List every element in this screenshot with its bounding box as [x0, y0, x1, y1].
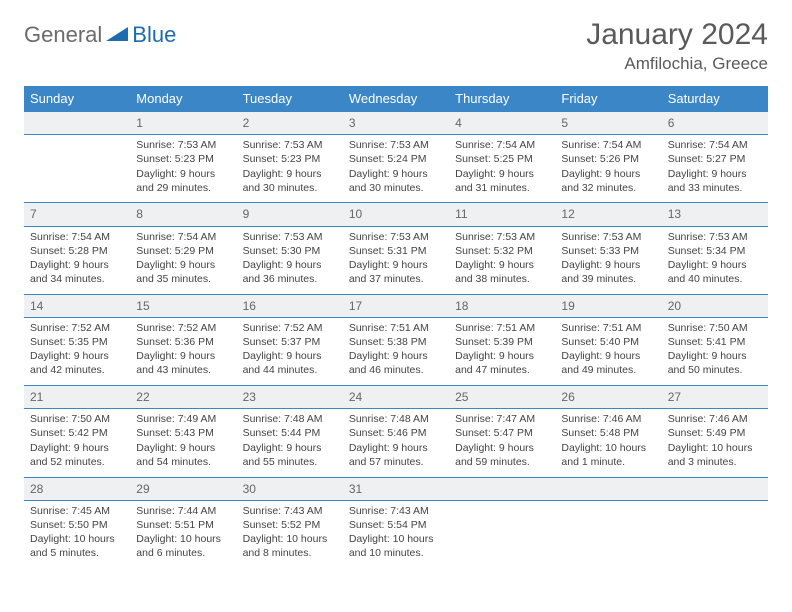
day-detail: Sunrise: 7:53 AM Sunset: 5:23 PM Dayligh…: [237, 135, 343, 201]
day-number: 1: [130, 112, 236, 135]
day-number: 9: [237, 203, 343, 226]
day-number: 30: [237, 477, 343, 500]
day-number: 5: [555, 112, 661, 135]
day-detail: Sunrise: 7:46 AM Sunset: 5:49 PM Dayligh…: [662, 409, 768, 475]
logo: General Blue: [24, 22, 176, 48]
weekday-header: Thursday: [449, 86, 555, 112]
day-number: 4: [449, 112, 555, 135]
title-block: January 2024 Amfilochia, Greece: [586, 18, 768, 74]
day-detail: Sunrise: 7:53 AM Sunset: 5:31 PM Dayligh…: [343, 226, 449, 292]
header: General Blue January 2024 Amfilochia, Gr…: [24, 18, 768, 74]
logo-triangle-icon: [106, 25, 128, 46]
day-number: 31: [343, 477, 449, 500]
logo-text-blue: Blue: [132, 22, 176, 48]
location: Amfilochia, Greece: [586, 54, 768, 74]
day-number: 2: [237, 112, 343, 135]
day-number: 17: [343, 294, 449, 317]
weekday-header: Friday: [555, 86, 661, 112]
day-detail: Sunrise: 7:50 AM Sunset: 5:42 PM Dayligh…: [24, 409, 130, 475]
day-detail: Sunrise: 7:46 AM Sunset: 5:48 PM Dayligh…: [555, 409, 661, 475]
day-detail: Sunrise: 7:48 AM Sunset: 5:44 PM Dayligh…: [237, 409, 343, 475]
day-number-row: 14151617181920: [24, 294, 768, 317]
day-number: [662, 477, 768, 500]
day-detail-row: Sunrise: 7:53 AM Sunset: 5:23 PM Dayligh…: [24, 135, 768, 201]
calendar-table: SundayMondayTuesdayWednesdayThursdayFrid…: [24, 86, 768, 568]
day-number: 13: [662, 203, 768, 226]
day-number: [24, 112, 130, 135]
day-detail: Sunrise: 7:53 AM Sunset: 5:24 PM Dayligh…: [343, 135, 449, 201]
day-detail: Sunrise: 7:50 AM Sunset: 5:41 PM Dayligh…: [662, 317, 768, 383]
day-number: 23: [237, 386, 343, 409]
day-number: 24: [343, 386, 449, 409]
day-number: 6: [662, 112, 768, 135]
day-number: [555, 477, 661, 500]
day-detail: Sunrise: 7:53 AM Sunset: 5:32 PM Dayligh…: [449, 226, 555, 292]
day-detail: Sunrise: 7:51 AM Sunset: 5:38 PM Dayligh…: [343, 317, 449, 383]
day-detail: Sunrise: 7:45 AM Sunset: 5:50 PM Dayligh…: [24, 500, 130, 566]
day-number: 14: [24, 294, 130, 317]
day-detail: Sunrise: 7:43 AM Sunset: 5:54 PM Dayligh…: [343, 500, 449, 566]
day-detail-row: Sunrise: 7:45 AM Sunset: 5:50 PM Dayligh…: [24, 500, 768, 566]
spacer-row: [24, 566, 768, 568]
day-detail: Sunrise: 7:49 AM Sunset: 5:43 PM Dayligh…: [130, 409, 236, 475]
calendar-header: SundayMondayTuesdayWednesdayThursdayFrid…: [24, 86, 768, 112]
day-number: 8: [130, 203, 236, 226]
day-detail: Sunrise: 7:43 AM Sunset: 5:52 PM Dayligh…: [237, 500, 343, 566]
day-number: 3: [343, 112, 449, 135]
day-number: 19: [555, 294, 661, 317]
day-detail: Sunrise: 7:54 AM Sunset: 5:26 PM Dayligh…: [555, 135, 661, 201]
day-detail: [662, 500, 768, 566]
day-detail-row: Sunrise: 7:50 AM Sunset: 5:42 PM Dayligh…: [24, 409, 768, 475]
month-title: January 2024: [586, 18, 768, 52]
day-detail: [555, 500, 661, 566]
day-number: [449, 477, 555, 500]
weekday-header: Monday: [130, 86, 236, 112]
day-number-row: 123456: [24, 112, 768, 135]
day-detail: Sunrise: 7:53 AM Sunset: 5:34 PM Dayligh…: [662, 226, 768, 292]
day-number: 15: [130, 294, 236, 317]
weekday-header: Sunday: [24, 86, 130, 112]
day-number: 20: [662, 294, 768, 317]
day-detail: Sunrise: 7:54 AM Sunset: 5:29 PM Dayligh…: [130, 226, 236, 292]
day-detail: Sunrise: 7:48 AM Sunset: 5:46 PM Dayligh…: [343, 409, 449, 475]
day-number: 12: [555, 203, 661, 226]
day-number-row: 21222324252627: [24, 386, 768, 409]
day-detail: Sunrise: 7:54 AM Sunset: 5:25 PM Dayligh…: [449, 135, 555, 201]
day-detail: Sunrise: 7:53 AM Sunset: 5:33 PM Dayligh…: [555, 226, 661, 292]
day-number: 7: [24, 203, 130, 226]
day-number: 26: [555, 386, 661, 409]
day-detail: Sunrise: 7:51 AM Sunset: 5:39 PM Dayligh…: [449, 317, 555, 383]
day-detail: [449, 500, 555, 566]
day-detail: Sunrise: 7:44 AM Sunset: 5:51 PM Dayligh…: [130, 500, 236, 566]
day-number: 16: [237, 294, 343, 317]
day-detail: Sunrise: 7:54 AM Sunset: 5:28 PM Dayligh…: [24, 226, 130, 292]
day-number: 29: [130, 477, 236, 500]
weekday-header: Tuesday: [237, 86, 343, 112]
day-detail: Sunrise: 7:52 AM Sunset: 5:36 PM Dayligh…: [130, 317, 236, 383]
day-detail: Sunrise: 7:52 AM Sunset: 5:35 PM Dayligh…: [24, 317, 130, 383]
day-number: 27: [662, 386, 768, 409]
day-detail: Sunrise: 7:53 AM Sunset: 5:30 PM Dayligh…: [237, 226, 343, 292]
day-detail-row: Sunrise: 7:52 AM Sunset: 5:35 PM Dayligh…: [24, 317, 768, 383]
day-number-row: 78910111213: [24, 203, 768, 226]
day-detail: Sunrise: 7:52 AM Sunset: 5:37 PM Dayligh…: [237, 317, 343, 383]
logo-text-gray: General: [24, 22, 102, 48]
day-number: 18: [449, 294, 555, 317]
day-detail-row: Sunrise: 7:54 AM Sunset: 5:28 PM Dayligh…: [24, 226, 768, 292]
day-detail: Sunrise: 7:47 AM Sunset: 5:47 PM Dayligh…: [449, 409, 555, 475]
day-number: 10: [343, 203, 449, 226]
day-number: 22: [130, 386, 236, 409]
day-number: 28: [24, 477, 130, 500]
weekday-header: Wednesday: [343, 86, 449, 112]
day-number-row: 28293031: [24, 477, 768, 500]
day-detail: Sunrise: 7:51 AM Sunset: 5:40 PM Dayligh…: [555, 317, 661, 383]
day-number: 21: [24, 386, 130, 409]
day-number: 11: [449, 203, 555, 226]
day-detail: [24, 135, 130, 201]
day-detail: Sunrise: 7:53 AM Sunset: 5:23 PM Dayligh…: [130, 135, 236, 201]
day-detail: Sunrise: 7:54 AM Sunset: 5:27 PM Dayligh…: [662, 135, 768, 201]
day-number: 25: [449, 386, 555, 409]
weekday-header: Saturday: [662, 86, 768, 112]
